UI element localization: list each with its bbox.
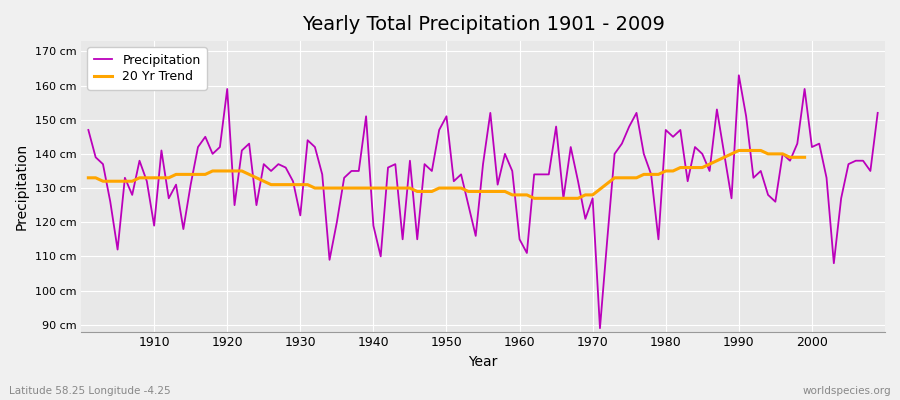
Text: worldspecies.org: worldspecies.org (803, 386, 891, 396)
Precipitation (302, 138, 313, 143)
20 Yr Trend (645, 172, 656, 177)
Line: Precipitation: Precipitation (88, 75, 878, 328)
20 Yr Trend (734, 148, 744, 153)
Precipitation (595, 326, 606, 330)
Precipitation (346, 168, 357, 173)
20 Yr Trend (529, 196, 540, 201)
20 Yr Trend (799, 155, 810, 160)
Legend: Precipitation, 20 Yr Trend: Precipitation, 20 Yr Trend (87, 47, 207, 90)
20 Yr Trend (266, 182, 276, 187)
Precipitation (872, 110, 883, 115)
Precipitation (141, 179, 152, 184)
Title: Yearly Total Precipitation 1901 - 2009: Yearly Total Precipitation 1901 - 2009 (302, 15, 664, 34)
20 Yr Trend (134, 176, 145, 180)
20 Yr Trend (485, 189, 496, 194)
Line: 20 Yr Trend: 20 Yr Trend (88, 150, 805, 198)
Text: Latitude 58.25 Longitude -4.25: Latitude 58.25 Longitude -4.25 (9, 386, 171, 396)
Precipitation (734, 73, 744, 78)
20 Yr Trend (105, 179, 116, 184)
Precipitation (514, 237, 525, 242)
20 Yr Trend (83, 176, 94, 180)
Precipitation (609, 152, 620, 156)
Precipitation (83, 128, 94, 132)
20 Yr Trend (434, 186, 445, 190)
Y-axis label: Precipitation: Precipitation (15, 143, 29, 230)
X-axis label: Year: Year (468, 355, 498, 369)
Precipitation (507, 168, 517, 173)
